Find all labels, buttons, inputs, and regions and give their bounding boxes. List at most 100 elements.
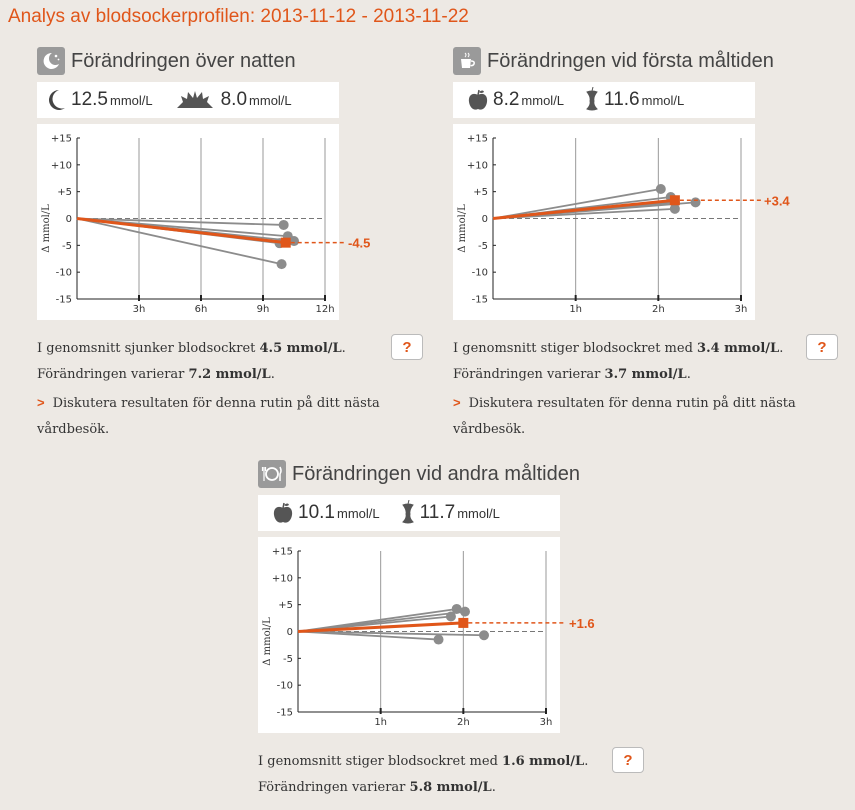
help-button[interactable]: ?: [806, 334, 838, 360]
y-tick-label: +5: [473, 187, 488, 198]
summary-text: I genomsnitt stiger blodsockret med 1.6 …: [258, 754, 589, 795]
data-point: [690, 197, 701, 208]
panel-header: Förändringen vid första måltiden: [453, 44, 774, 78]
help-button[interactable]: ?: [391, 334, 423, 360]
average-value-label: +1.6: [569, 616, 595, 631]
average-line: [76, 217, 286, 245]
panel-title: Förändringen vid första måltiden: [487, 49, 774, 72]
panel-header: Förändringen vid andra måltiden: [258, 457, 580, 491]
series-line: [76, 217, 284, 226]
after-value: 8.0 mmol/L: [173, 89, 292, 111]
chevron-right-icon: >: [453, 395, 461, 410]
x-tick-label: 3h: [735, 304, 748, 315]
x-tick-label: 2h: [652, 304, 665, 315]
after-value: 11.6 mmol/L: [584, 87, 684, 113]
y-axis-label: Δ mmol/L: [457, 204, 468, 253]
data-point: [276, 259, 287, 270]
data-point: [451, 603, 462, 614]
values-row: 8.2 mmol/L 11.6 mmol/L: [453, 82, 755, 118]
data-point: [433, 634, 444, 645]
night-icon: [37, 47, 65, 75]
y-tick-label: -15: [472, 295, 488, 306]
y-tick-label: -10: [56, 268, 72, 279]
apple-core-icon: [401, 500, 414, 524]
average-point: [458, 617, 469, 628]
panel-title: Förändringen vid andra måltiden: [292, 462, 580, 485]
y-tick-label: +5: [57, 187, 72, 198]
y-tick-label: -15: [56, 295, 72, 306]
panel-title: Förändringen över natten: [71, 49, 296, 72]
series-line: [76, 217, 282, 265]
summary-value: 1.6 mmol/L: [502, 754, 585, 769]
data-point: [479, 630, 489, 641]
y-tick-label: -5: [478, 241, 488, 252]
summary-text: I genomsnitt stiger blodsockret med 3.4 …: [453, 341, 784, 382]
data-point: [289, 236, 299, 247]
average-line: [492, 198, 676, 220]
x-tick-label: 6h: [195, 304, 208, 315]
moon-icon: [49, 90, 65, 110]
variation-value: 7.2 mmol/L: [188, 367, 271, 382]
panel-header: Förändringen över natten: [37, 44, 296, 78]
chart-first-meal: 1h 2h 3h +15 +10 +5 0 -5 -10 -15 Δ mmol/L: [453, 124, 755, 320]
panel-first-meal: Förändringen vid första måltiden 8.2 mmol…: [453, 44, 838, 444]
page-title: Analys av blodsockerprofilen: 2013-11-12…: [8, 6, 469, 27]
after-value: 11.7 mmol/L: [400, 500, 500, 526]
y-tick-label: +15: [51, 134, 72, 145]
variation-value: 3.7 mmol/L: [604, 367, 687, 382]
data-point: [655, 183, 666, 194]
y-tick-label: 0: [66, 214, 72, 225]
y-tick-label: -15: [277, 708, 293, 719]
x-tick-label: 9h: [257, 304, 270, 315]
y-tick-label: -5: [283, 654, 293, 665]
y-tick-label: +10: [467, 160, 488, 171]
panel-second-meal: Förändringen vid andra måltiden 10.1 mmol…: [258, 457, 644, 797]
x-tick-label: 3h: [133, 304, 146, 315]
data-point: [445, 611, 456, 622]
apple-icon: [273, 502, 293, 523]
summary-value: 4.5 mmol/L: [259, 341, 342, 356]
y-tick-label: +15: [467, 134, 488, 145]
chart-overnight: 3h 6h 9h 12h +15 +10 +5 0 -5 -10 -15 Δ mmol/L: [37, 124, 339, 320]
help-button[interactable]: ?: [612, 747, 644, 773]
before-value: 8.2 mmol/L: [467, 88, 564, 112]
chevron-right-icon: >: [37, 395, 45, 410]
apple-core-icon: [586, 87, 598, 111]
discuss-link[interactable]: > Diskutera resultaten för denna rutin på…: [453, 395, 796, 437]
x-tick-label: 3h: [540, 717, 553, 728]
plate-icon: [258, 460, 286, 488]
y-axis-label: Δ mmol/L: [262, 617, 273, 666]
average-value-label: +3.4: [764, 193, 790, 208]
panel-overnight: Förändringen över natten 12.5 mmol/L 8.0 m…: [37, 44, 423, 444]
x-tick-label: 12h: [315, 304, 334, 315]
y-tick-label: +5: [278, 600, 293, 611]
x-tick-label: 1h: [374, 717, 387, 728]
before-value: 12.5 mmol/L: [45, 88, 153, 112]
series-line: [492, 188, 661, 220]
y-tick-label: +15: [272, 547, 293, 558]
average-value-label: -4.5: [348, 236, 370, 251]
values-row: 10.1 mmol/L 11.7 mmol/L: [258, 495, 560, 531]
series-line: [297, 630, 485, 637]
y-tick-label: +10: [51, 160, 72, 171]
y-axis-label: Δ mmol/L: [41, 204, 52, 253]
y-tick-label: 0: [287, 627, 293, 638]
summary-text: I genomsnitt sjunker blodsockret 4.5 mmo…: [37, 341, 346, 382]
coffee-icon: [453, 47, 481, 75]
y-tick-label: 0: [482, 214, 488, 225]
values-row: 12.5 mmol/L 8.0 mmol/L: [37, 82, 339, 118]
average-line: [297, 621, 464, 633]
y-tick-label: -10: [277, 681, 293, 692]
chart-second-meal: 1h 2h 3h +15 +10 +5 0 -5 -10 -15 Δ mmol/L: [258, 537, 560, 733]
sunrise-icon: [176, 91, 213, 108]
average-point: [669, 195, 680, 206]
x-tick-label: 2h: [457, 717, 470, 728]
variation-value: 5.8 mmol/L: [409, 780, 492, 795]
summary-value: 3.4 mmol/L: [697, 341, 780, 356]
discuss-link[interactable]: > Diskutera resultaten för denna rutin på…: [37, 395, 380, 437]
average-point: [280, 237, 291, 248]
y-tick-label: -5: [62, 241, 72, 252]
x-tick-label: 1h: [569, 304, 582, 315]
y-tick-label: +10: [272, 573, 293, 584]
apple-icon: [468, 89, 488, 110]
